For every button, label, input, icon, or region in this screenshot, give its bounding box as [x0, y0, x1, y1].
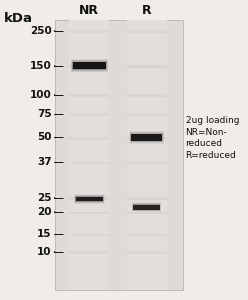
Bar — [130, 133, 163, 142]
Bar — [133, 205, 160, 210]
Bar — [133, 204, 160, 210]
Text: 50: 50 — [37, 133, 52, 142]
Text: 15: 15 — [37, 229, 52, 239]
Bar — [74, 194, 105, 204]
Bar — [73, 62, 106, 69]
Bar — [75, 196, 104, 202]
Bar — [72, 61, 106, 70]
Text: 75: 75 — [37, 109, 52, 119]
Bar — [130, 133, 163, 142]
Bar — [126, 30, 167, 33]
Bar — [76, 196, 103, 202]
Text: 20: 20 — [37, 207, 52, 217]
Bar — [69, 162, 109, 164]
Bar — [69, 234, 109, 236]
Bar — [126, 251, 167, 254]
Bar — [129, 131, 164, 144]
Bar — [126, 113, 167, 116]
Text: 2ug loading
NR=Non-
reduced
R=reduced: 2ug loading NR=Non- reduced R=reduced — [186, 116, 239, 160]
Bar — [131, 134, 162, 141]
Bar — [73, 62, 106, 69]
Bar — [69, 251, 109, 254]
Bar — [71, 59, 108, 72]
Bar — [76, 196, 103, 202]
Bar — [132, 202, 161, 212]
Bar — [126, 162, 167, 164]
Bar — [74, 195, 104, 203]
Text: NR: NR — [79, 4, 99, 17]
Bar — [71, 60, 107, 71]
Bar — [69, 137, 109, 140]
Bar — [69, 65, 109, 68]
Text: 150: 150 — [30, 61, 52, 71]
Bar — [71, 60, 108, 72]
Bar — [69, 30, 109, 33]
Bar — [133, 205, 160, 210]
Bar — [72, 61, 107, 70]
Bar — [131, 134, 162, 141]
Bar — [126, 94, 167, 97]
Bar — [69, 113, 109, 116]
Bar — [126, 197, 167, 200]
Bar — [69, 212, 109, 214]
Bar — [75, 195, 104, 203]
Text: R: R — [142, 4, 152, 17]
Bar — [55, 20, 183, 290]
Bar — [126, 137, 167, 140]
Text: 250: 250 — [30, 26, 52, 35]
Text: 100: 100 — [30, 90, 52, 100]
Text: 37: 37 — [37, 158, 52, 167]
Bar — [133, 204, 160, 211]
Bar — [126, 212, 167, 214]
Bar — [126, 65, 167, 68]
Bar — [131, 134, 162, 141]
Text: 10: 10 — [37, 247, 52, 257]
Text: kDa: kDa — [4, 12, 33, 25]
Bar — [69, 197, 109, 200]
Bar — [75, 196, 103, 202]
Text: 25: 25 — [37, 193, 52, 202]
Bar — [132, 203, 161, 211]
Bar — [69, 20, 109, 290]
Bar — [130, 132, 163, 143]
Bar — [132, 203, 161, 212]
Bar — [126, 20, 167, 290]
Bar — [69, 94, 109, 97]
Bar — [126, 234, 167, 236]
